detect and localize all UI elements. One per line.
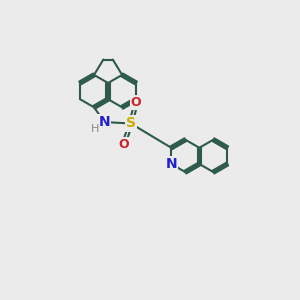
Text: N: N	[166, 157, 177, 171]
Text: O: O	[131, 96, 142, 109]
Text: S: S	[126, 116, 136, 130]
Text: H: H	[91, 124, 100, 134]
Text: N: N	[98, 115, 110, 129]
Text: O: O	[118, 138, 129, 151]
